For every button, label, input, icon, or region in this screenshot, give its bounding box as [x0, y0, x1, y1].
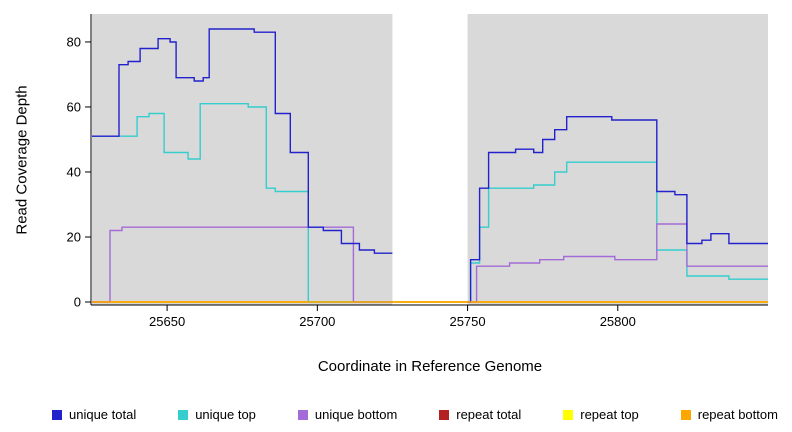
- legend-swatch-icon: [563, 409, 574, 420]
- legend-swatch-icon: [178, 409, 189, 420]
- y-tick-label: 60: [67, 99, 81, 114]
- y-tick-label: 40: [67, 164, 81, 179]
- legend-item-unique-bottom: unique bottom: [297, 407, 398, 422]
- legend-swatch-icon: [52, 409, 62, 420]
- legend-swatch-icon: [680, 409, 691, 420]
- legend-item-repeat-bottom: repeat bottom: [680, 407, 778, 422]
- x-tick-label: 25650: [149, 314, 185, 329]
- legend-label: repeat top: [580, 407, 639, 422]
- y-axis-title: Read Coverage Depth: [13, 85, 31, 235]
- series-line-unique-bottom: [92, 226, 393, 303]
- series-line-unique-bottom: [467, 223, 768, 303]
- legend-label: repeat total: [456, 407, 522, 422]
- legend-swatch-icon: [439, 409, 450, 420]
- series-line-unique-top: [92, 103, 393, 303]
- y-tick-label: 80: [67, 34, 81, 49]
- series-line-unique-total: [467, 116, 768, 303]
- legend-label: unique total: [69, 407, 137, 422]
- x-tick-label: 25750: [449, 314, 485, 329]
- x-tick-label: 25700: [299, 314, 335, 329]
- legend: unique total unique top unique bottom repea…: [0, 407, 792, 422]
- x-axis-title: Coordinate in Reference Genome: [317, 358, 543, 375]
- legend-label: repeat bottom: [697, 407, 778, 422]
- legend-swatch-icon: [297, 409, 308, 420]
- legend-item-unique-total: unique total: [52, 407, 136, 422]
- y-tick-label: 20: [67, 229, 81, 244]
- legend-item-unique-top: unique top: [178, 407, 256, 422]
- series-line-unique-total: [92, 28, 393, 254]
- plot-area: 0 20 40 60 80 25650 25700 25750 25800: [67, 14, 768, 329]
- legend-item-repeat-top: repeat top: [563, 407, 639, 422]
- y-tick-label: 0: [74, 295, 81, 310]
- no-data-gap-band: [392, 14, 468, 305]
- legend-item-repeat-total: repeat total: [439, 407, 521, 422]
- legend-label: unique top: [195, 407, 256, 422]
- legend-label: unique bottom: [314, 407, 398, 422]
- x-tick-label: 25800: [600, 314, 636, 329]
